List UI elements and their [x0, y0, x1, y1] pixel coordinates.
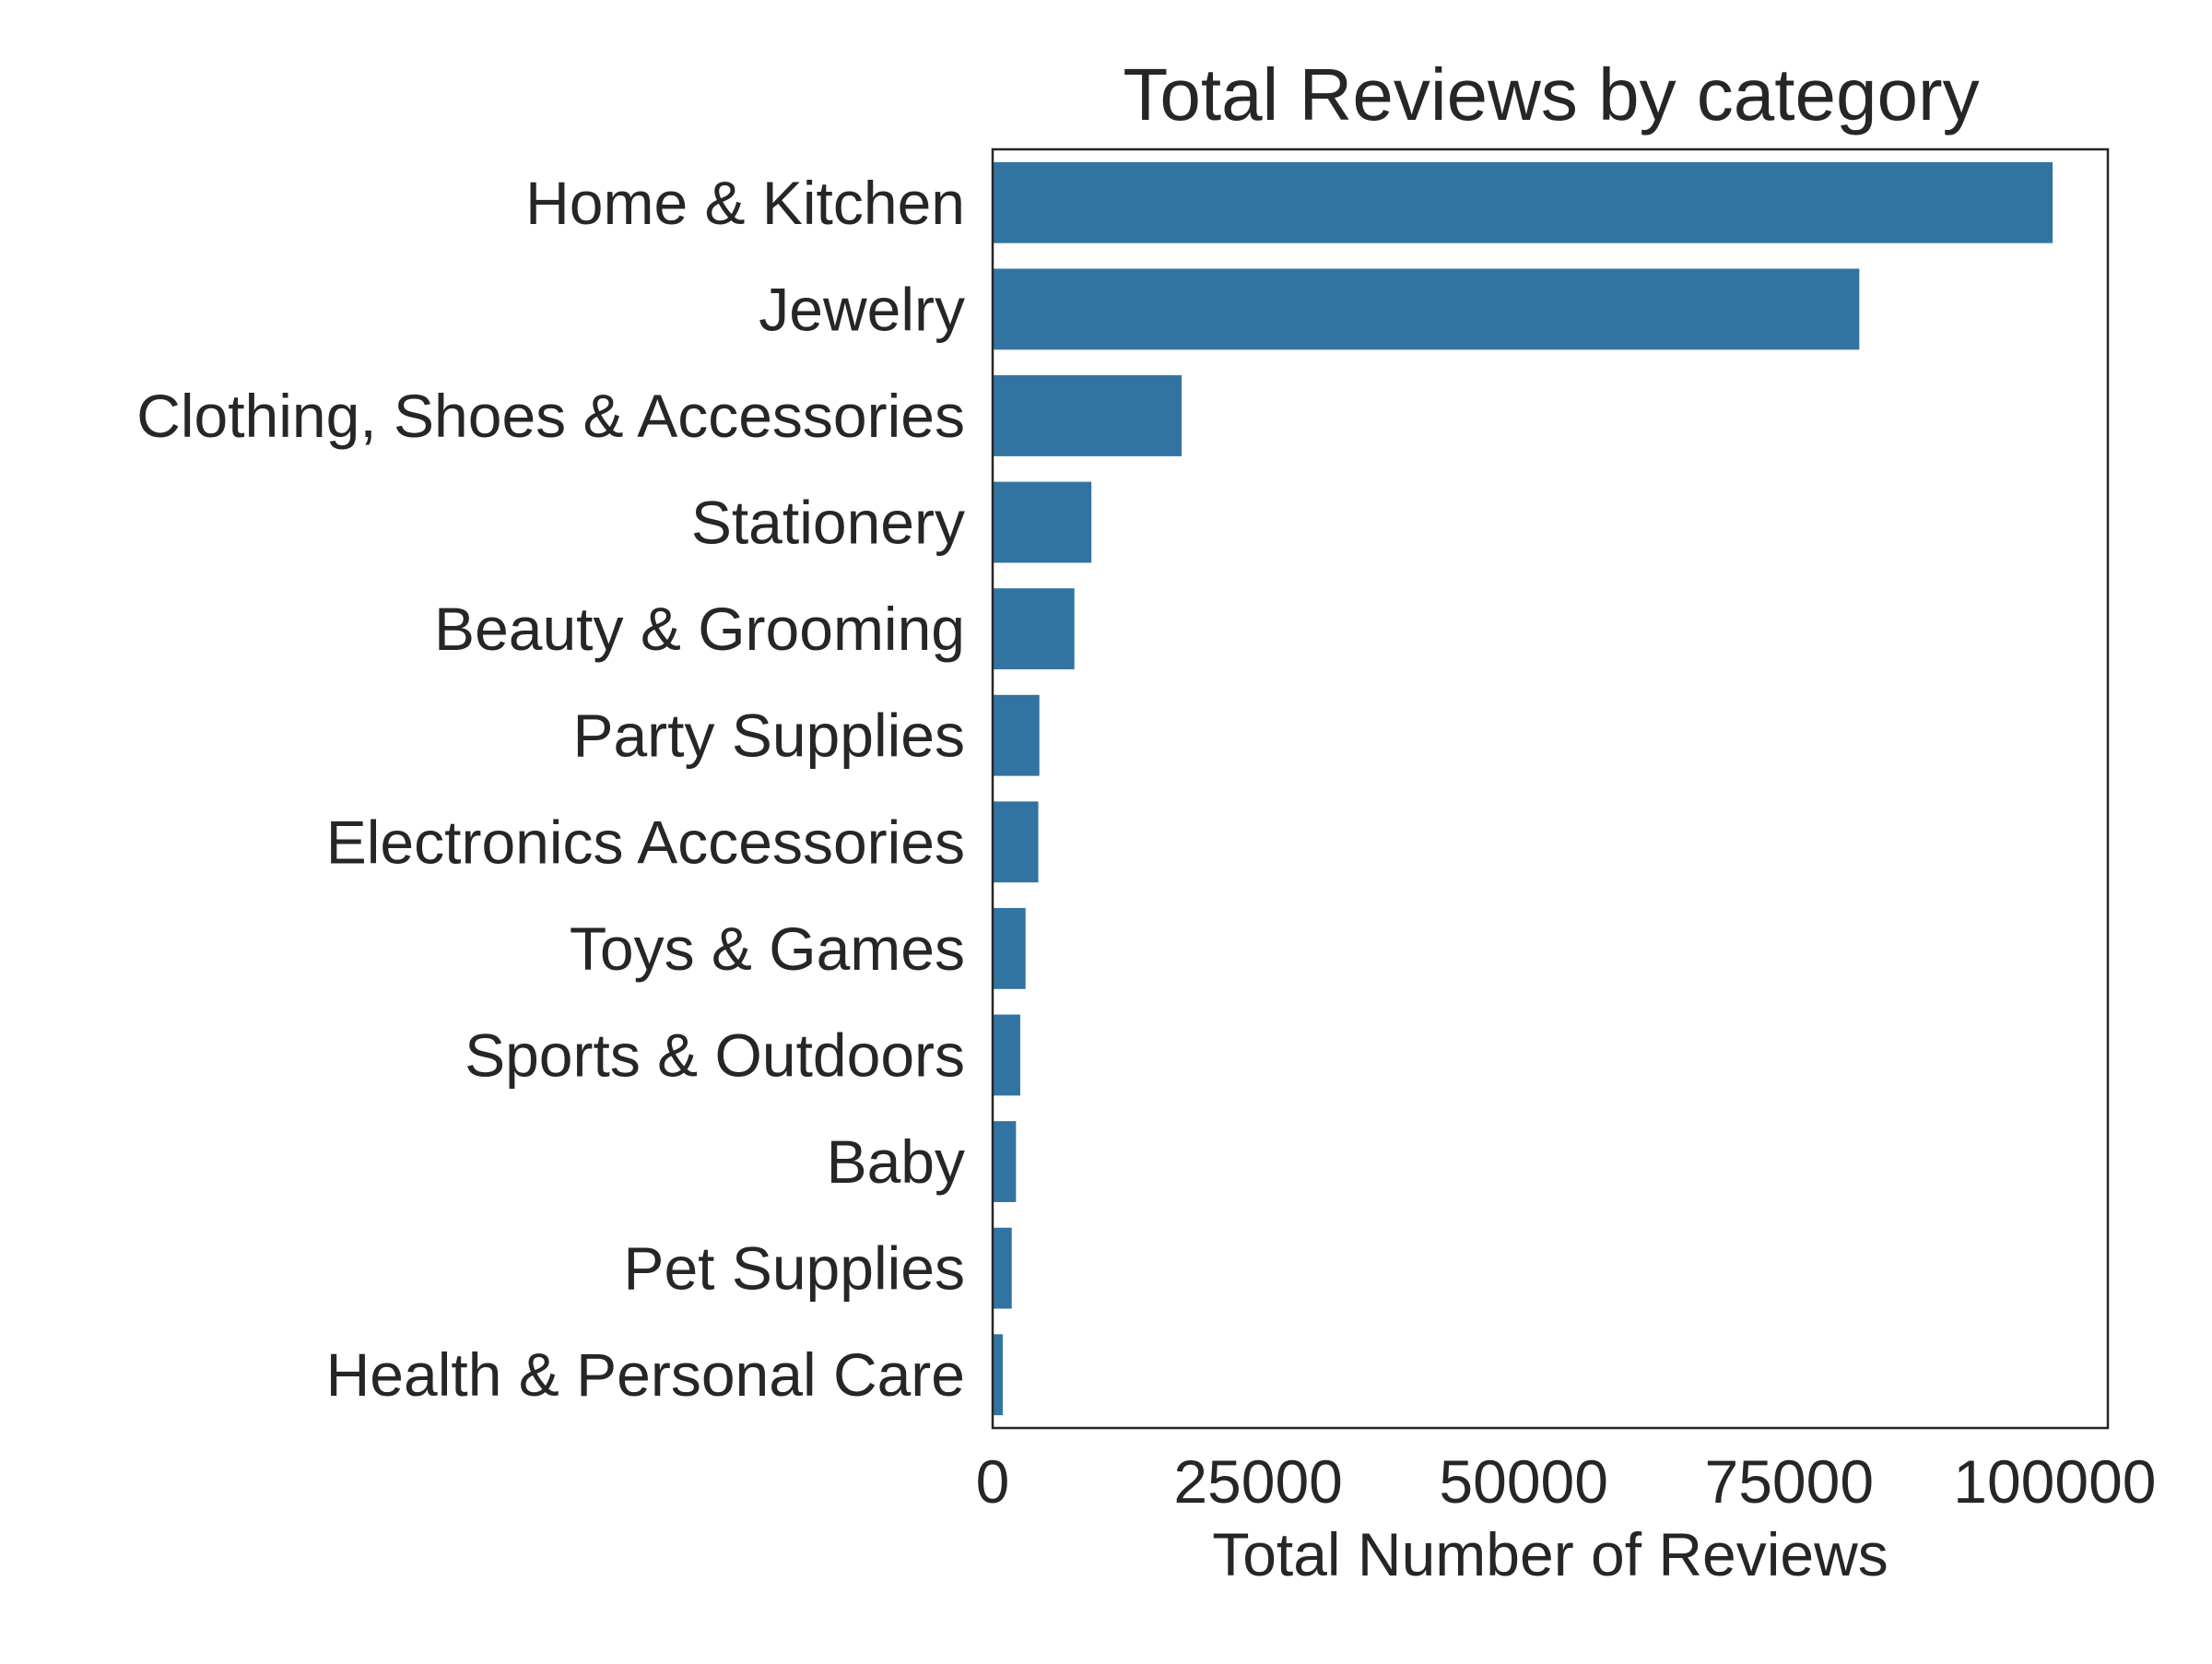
bar — [993, 801, 1039, 883]
bar — [993, 1227, 1012, 1309]
y-tick-label: Clothing, Shoes & Accessories — [136, 382, 965, 450]
y-tick-label: Sports & Outdoors — [465, 1021, 965, 1089]
bar — [993, 268, 1860, 350]
x-tick-labels: 0 25000 50000 75000 100000 — [976, 1447, 2157, 1516]
bar — [993, 907, 1026, 989]
y-tick-label: Home & Kitchen — [525, 169, 965, 237]
y-tick-label: Pet Supplies — [623, 1234, 965, 1303]
x-axis-label: Total Number of Reviews — [1212, 1520, 1888, 1588]
chart-title: Total Reviews by category — [1123, 53, 1979, 136]
y-tick-label: Stationery — [691, 489, 965, 557]
y-tick-label: Health & Personal Care — [326, 1340, 965, 1409]
x-tick-label: 75000 — [1705, 1447, 1875, 1516]
bar — [993, 588, 1075, 670]
y-tick-label: Toys & Games — [570, 915, 965, 983]
bar — [993, 481, 1092, 563]
x-tick-label: 0 — [976, 1447, 1010, 1516]
bar — [993, 161, 2053, 243]
y-tick-label: Jewelry — [759, 275, 965, 343]
bar — [993, 1121, 1017, 1202]
y-tick-label: Electronics Accessories — [326, 808, 965, 876]
y-tick-label: Baby — [827, 1127, 965, 1196]
plot-frame — [991, 148, 2110, 1430]
y-tick-labels: Home & Kitchen Jewelry Clothing, Shoes & A… — [136, 169, 965, 1409]
bar — [993, 1014, 1020, 1096]
x-tick-label: 50000 — [1439, 1447, 1608, 1516]
x-tick-label: 100000 — [1953, 1447, 2156, 1516]
y-tick-label: Party Supplies — [572, 702, 965, 770]
bar — [993, 1334, 1003, 1416]
bar — [993, 375, 1182, 456]
bars-layer — [993, 161, 2053, 1416]
y-tick-label: Beauty & Grooming — [434, 595, 965, 663]
bar — [993, 694, 1040, 776]
x-tick-label: 25000 — [1173, 1447, 1343, 1516]
